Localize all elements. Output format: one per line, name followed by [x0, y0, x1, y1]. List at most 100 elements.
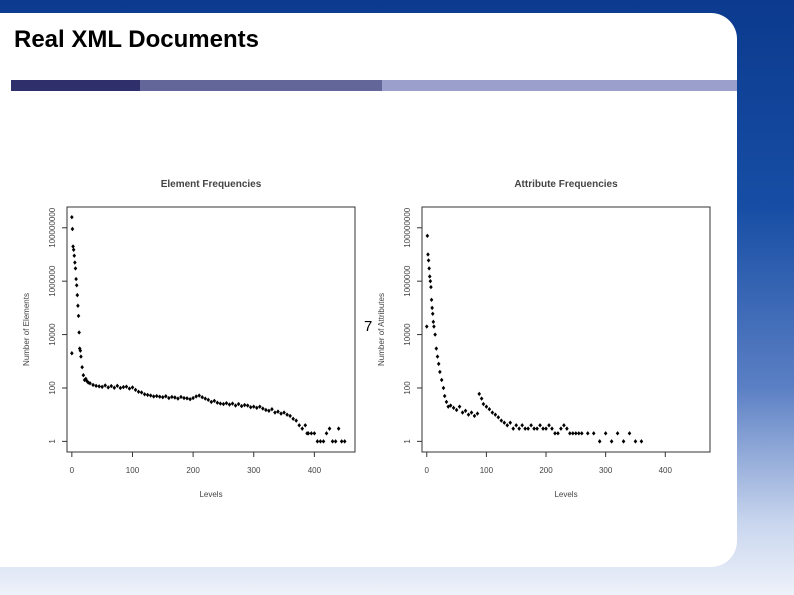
data-point	[460, 410, 465, 415]
x-tick-label: 200	[186, 466, 200, 475]
data-point	[94, 383, 98, 389]
data-point	[309, 431, 314, 436]
data-point	[212, 398, 217, 404]
y-tick-label: 100	[48, 381, 57, 395]
data-point	[315, 439, 320, 444]
y-tick-label: 100000000	[48, 207, 57, 248]
data-point	[130, 385, 135, 390]
data-point	[426, 258, 431, 263]
data-point	[484, 404, 489, 409]
data-point	[451, 405, 456, 411]
data-point	[121, 384, 126, 390]
chart-title: Element Frequencies	[161, 179, 262, 190]
data-point	[511, 426, 516, 431]
data-point	[75, 292, 80, 298]
accent-segment-mid	[140, 80, 382, 91]
data-point	[330, 439, 335, 444]
data-point	[568, 431, 572, 436]
x-tick-label: 0	[425, 466, 430, 475]
data-point	[565, 426, 569, 431]
y-tick-label: 1	[403, 439, 412, 444]
data-point	[133, 387, 138, 393]
data-point	[118, 385, 123, 391]
x-tick-label: 100	[126, 466, 140, 475]
data-point	[79, 354, 83, 359]
data-point	[306, 431, 311, 436]
y-axis-label: Number of Elements	[22, 293, 31, 366]
data-point	[448, 403, 453, 408]
data-point	[312, 431, 317, 436]
plot-frame	[66, 206, 356, 453]
data-point	[76, 303, 80, 308]
data-point	[267, 408, 271, 413]
data-point	[170, 394, 174, 400]
data-point	[597, 439, 602, 444]
data-point	[285, 412, 289, 417]
data-point	[106, 385, 111, 390]
data-point	[182, 395, 186, 401]
data-point	[428, 278, 433, 284]
plot-frame	[421, 206, 711, 453]
data-point	[127, 386, 132, 391]
data-point	[224, 400, 229, 406]
data-point	[136, 389, 141, 394]
accent-segment-light	[382, 80, 737, 91]
data-point	[479, 396, 484, 401]
data-point	[194, 394, 198, 399]
data-point	[427, 266, 431, 271]
y-tick-label: 10000	[48, 323, 57, 346]
data-point	[435, 354, 440, 359]
data-point	[556, 431, 560, 436]
data-point	[481, 401, 486, 407]
y-tick-label: 10000	[403, 323, 412, 346]
data-point	[430, 305, 434, 311]
data-point	[475, 411, 480, 416]
data-point	[499, 418, 504, 423]
data-point	[547, 423, 551, 428]
data-point	[139, 390, 144, 395]
data-point	[433, 332, 437, 337]
data-point	[336, 426, 341, 431]
data-point	[148, 393, 153, 398]
data-point	[571, 431, 575, 436]
data-point	[251, 404, 256, 409]
data-point	[514, 423, 519, 428]
data-point	[73, 266, 78, 271]
data-point	[425, 233, 430, 239]
data-point	[291, 416, 295, 422]
data-point	[88, 381, 92, 386]
data-point	[541, 426, 545, 431]
data-point	[574, 431, 578, 436]
data-point	[472, 413, 477, 419]
data-point	[342, 439, 347, 444]
data-point	[562, 423, 566, 428]
data-point	[505, 423, 510, 428]
data-point	[321, 439, 326, 444]
data-point	[318, 439, 323, 444]
data-point	[639, 439, 644, 444]
slide-title: Real XML Documents	[14, 26, 259, 53]
x-tick-label: 300	[247, 466, 261, 475]
x-axis-label: Levels	[199, 490, 222, 499]
data-point	[227, 402, 232, 407]
data-point	[454, 407, 459, 413]
title-accent-bar	[11, 80, 737, 91]
data-point	[215, 400, 220, 405]
data-point	[438, 369, 442, 375]
data-point	[591, 431, 596, 436]
data-point	[179, 394, 183, 400]
data-point	[239, 403, 244, 409]
data-point	[71, 244, 75, 249]
data-point	[176, 396, 180, 401]
data-point	[151, 394, 156, 399]
data-point	[73, 260, 77, 265]
data-point	[103, 383, 107, 388]
data-point	[585, 431, 590, 436]
page-number: 7	[364, 318, 373, 335]
data-point	[91, 382, 95, 388]
data-point	[434, 346, 439, 351]
data-point	[209, 399, 214, 405]
data-point	[621, 439, 626, 444]
data-point	[535, 426, 539, 431]
